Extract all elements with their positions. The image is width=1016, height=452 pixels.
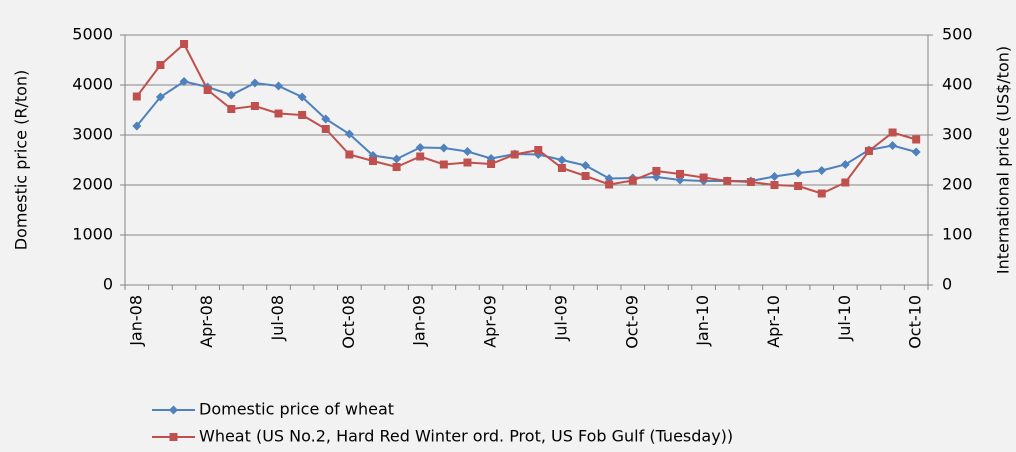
data-point — [156, 61, 165, 69]
data-point — [840, 160, 850, 169]
data-point — [911, 147, 921, 157]
series-line — [136, 80, 917, 182]
y-tick-label: 3000 — [72, 125, 113, 144]
data-point — [864, 147, 873, 155]
data-point — [699, 173, 708, 182]
data-point — [581, 172, 590, 180]
data-point — [817, 189, 826, 198]
data-point — [250, 102, 259, 110]
data-point — [841, 178, 850, 187]
x-tick-label: Jan-10 — [693, 295, 712, 347]
data-point — [534, 146, 543, 154]
data-point — [297, 92, 307, 102]
data-point — [462, 147, 472, 156]
data-point — [321, 125, 330, 133]
data-point — [345, 150, 354, 159]
data-point — [368, 157, 377, 165]
y-tick-label: 1000 — [72, 225, 113, 244]
x-tick-label: Apr-10 — [764, 295, 783, 348]
legend-label: Domestic price of wheat — [199, 400, 394, 419]
y2-tick-label: 100 — [942, 225, 973, 244]
data-point — [912, 135, 921, 144]
data-point — [770, 181, 779, 189]
data-point — [416, 152, 425, 161]
data-point — [888, 141, 898, 150]
data-point — [510, 150, 519, 159]
data-point — [888, 128, 897, 137]
x-tick-label: Jan-08 — [126, 295, 145, 347]
series-line — [136, 42, 917, 195]
data-point — [226, 90, 236, 100]
data-point — [581, 161, 591, 170]
data-point — [392, 154, 402, 164]
data-point — [298, 111, 307, 119]
data-point — [203, 86, 212, 94]
data-point — [463, 158, 472, 167]
data-point — [557, 164, 566, 172]
data-point — [557, 155, 567, 165]
data-point — [155, 92, 165, 102]
y2-tick-label: 500 — [942, 25, 973, 44]
y-tick-label: 4000 — [72, 75, 113, 94]
data-point — [344, 129, 354, 139]
x-tick-label: Jul-09 — [551, 295, 570, 341]
data-point — [227, 105, 236, 113]
data-point — [487, 160, 496, 168]
data-point — [628, 176, 637, 185]
data-point — [180, 40, 189, 48]
x-tick-label: Oct-09 — [622, 295, 641, 349]
data-point — [723, 177, 732, 185]
y-tick-label: 0 — [103, 275, 113, 294]
data-point — [794, 182, 803, 190]
y2-tick-label: 0 — [942, 275, 952, 294]
y-axis-label: Domestic price (R/ton) — [12, 70, 31, 251]
data-point — [274, 81, 284, 91]
data-point — [769, 172, 779, 181]
y2-axis-label: International price (US$/ton) — [994, 46, 1013, 274]
data-point — [439, 160, 448, 169]
x-tick-label: Oct-08 — [339, 295, 358, 349]
x-tick-label: Oct-10 — [906, 295, 925, 349]
legend-label: Wheat (US No.2, Hard Red Winter ord. Pro… — [199, 427, 733, 446]
y2-tick-label: 400 — [942, 75, 973, 94]
legend-marker — [169, 433, 178, 441]
data-point — [746, 178, 755, 186]
y2-tick-label: 200 — [942, 175, 973, 194]
data-point — [605, 180, 614, 189]
data-point — [676, 170, 685, 178]
data-point — [321, 114, 331, 124]
x-tick-label: Jul-08 — [268, 295, 287, 341]
data-point — [415, 143, 425, 152]
data-point — [132, 92, 141, 101]
legend-marker — [169, 405, 178, 415]
data-point — [817, 166, 827, 175]
data-point — [274, 109, 283, 118]
y2-tick-label: 300 — [942, 125, 973, 144]
data-point — [392, 163, 401, 171]
data-point — [250, 78, 260, 88]
data-point — [132, 121, 142, 131]
x-tick-label: Apr-09 — [481, 295, 500, 348]
data-point — [439, 143, 449, 153]
y-tick-label: 2000 — [72, 175, 113, 194]
data-point — [793, 168, 803, 178]
data-point — [179, 77, 189, 86]
x-tick-label: Apr-08 — [197, 295, 216, 348]
x-tick-label: Jan-09 — [410, 295, 429, 347]
y-tick-label: 5000 — [72, 25, 113, 44]
data-point — [652, 167, 661, 175]
x-tick-label: Jul-10 — [835, 295, 854, 341]
